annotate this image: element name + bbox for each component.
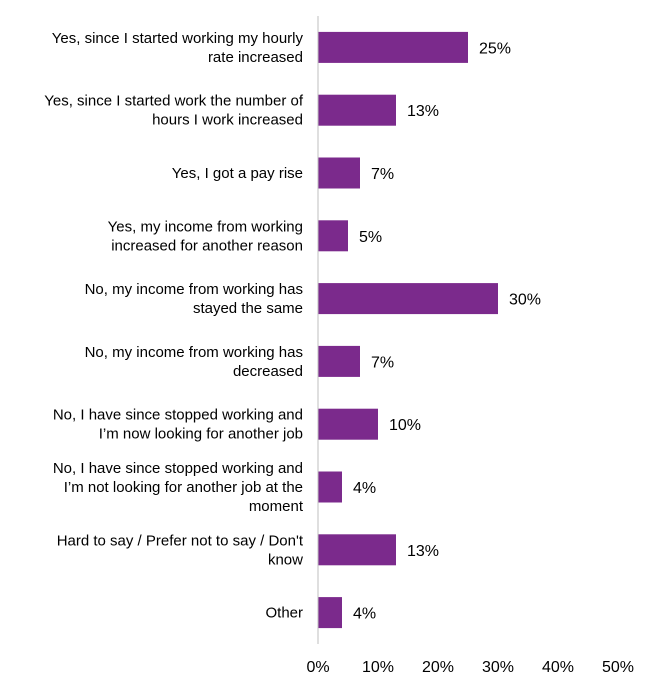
bar-9 — [318, 534, 396, 566]
value-label-6: 7% — [371, 354, 394, 371]
category-label-line: Yes, I got a pay rise — [172, 165, 303, 182]
category-label-line: No, I have since stopped working and — [53, 407, 303, 424]
category-label-line: No, I have since stopped working and — [53, 460, 303, 477]
category-label-7: No, I have since stopped working and I’m … — [53, 407, 303, 443]
bar-5 — [318, 283, 498, 315]
category-label-8: No, I have since stopped working and I’m … — [53, 460, 304, 515]
category-label-10: Other — [265, 605, 303, 622]
value-label-1: 25% — [479, 40, 511, 57]
bar-2 — [318, 94, 396, 126]
category-label-6: No, my income from working has decreased — [85, 344, 303, 380]
category-label-line: decreased — [233, 363, 303, 380]
category-label-2: Yes, since I started work the number of h… — [44, 93, 304, 129]
category-label-line: stayed the same — [193, 300, 303, 317]
bar-4 — [318, 220, 348, 252]
bar-6 — [318, 345, 360, 377]
category-label-5: No, my income from working has stayed the… — [85, 281, 303, 317]
bar-10 — [318, 597, 342, 629]
x-tick-label-10: 10% — [362, 659, 394, 676]
category-label-3: Yes, I got a pay rise — [172, 165, 303, 182]
value-label-5: 30% — [509, 292, 541, 309]
category-label-line: Yes, since I started working my hourly — [52, 30, 304, 47]
bar-8 — [318, 471, 342, 503]
bar-7 — [318, 408, 378, 440]
category-label-1: Yes, since I started working my hourly ra… — [52, 30, 304, 66]
category-label-line: hours I work increased — [152, 112, 303, 129]
category-label-line: increased for another reason — [111, 237, 303, 254]
value-label-2: 13% — [407, 103, 439, 120]
bars-layer — [318, 31, 498, 629]
category-label-line: I’m not looking for another job at the — [64, 479, 303, 496]
value-label-8: 4% — [353, 480, 376, 497]
category-label-line: know — [268, 551, 303, 568]
category-label-line: rate increased — [208, 49, 303, 66]
value-label-9: 13% — [407, 543, 439, 560]
x-tick-label-30: 30% — [482, 659, 514, 676]
category-label-9: Hard to say / Prefer not to say / Don't k… — [57, 532, 304, 568]
value-label-10: 4% — [353, 606, 376, 623]
category-label-line: I’m now looking for another job — [99, 426, 303, 443]
category-label-line: Hard to say / Prefer not to say / Don't — [57, 532, 304, 549]
category-label-line: Yes, my income from working — [108, 218, 303, 235]
labels-layer: 25% Yes, since I started working my hourl… — [44, 30, 634, 676]
x-tick-label-20: 20% — [422, 659, 454, 676]
category-label-line: Other — [265, 605, 303, 622]
bar-1 — [318, 31, 468, 63]
x-tick-label-0: 0% — [306, 659, 329, 676]
bar-3 — [318, 157, 360, 189]
category-label-line: moment — [249, 498, 304, 515]
category-label-line: Yes, since I started work the number of — [44, 93, 304, 110]
value-label-7: 10% — [389, 417, 421, 434]
value-label-3: 7% — [371, 166, 394, 183]
x-tick-label-40: 40% — [542, 659, 574, 676]
category-label-line: No, my income from working has — [85, 344, 303, 361]
x-tick-label-50: 50% — [602, 659, 634, 676]
category-label-line: No, my income from working has — [85, 281, 303, 298]
category-label-4: Yes, my income from working increased for… — [108, 218, 303, 254]
value-label-4: 5% — [359, 229, 382, 246]
